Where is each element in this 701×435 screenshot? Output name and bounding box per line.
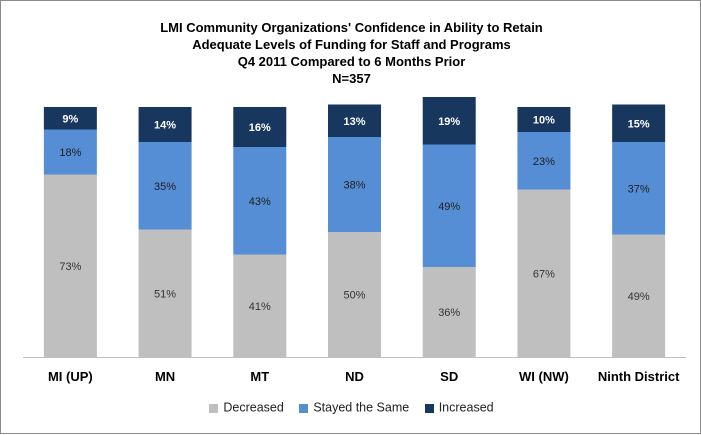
- data-label: 19%: [438, 116, 460, 128]
- bar-segment-decreased: [422, 267, 476, 357]
- chart-title-line: N=357: [332, 71, 371, 86]
- bar-segment-increased: [612, 104, 666, 142]
- data-label: 16%: [249, 122, 271, 134]
- data-label: 15%: [628, 118, 650, 130]
- legend-label: Decreased: [223, 401, 284, 416]
- data-label: 43%: [249, 196, 271, 208]
- bar-segment-increased: [328, 104, 381, 137]
- bar-segment-increased: [233, 107, 287, 147]
- chart-title: LMI Community Organizations' Confidence …: [1, 19, 701, 87]
- bar-segment-decreased: [138, 229, 192, 357]
- bar-segment-decreased: [43, 174, 97, 357]
- data-label: 49%: [438, 201, 460, 213]
- bar-segment-stayed-the-same: [138, 142, 192, 230]
- legend-swatch: [299, 403, 309, 413]
- data-label: 73%: [59, 261, 81, 273]
- bar-segment-stayed-the-same: [233, 147, 287, 255]
- bar-segment-decreased: [233, 254, 287, 357]
- bar-segment-stayed-the-same: [517, 132, 571, 190]
- data-label: 23%: [533, 156, 555, 168]
- chart-title-line: Adequate Levels of Funding for Staff and…: [192, 37, 511, 52]
- data-label: 14%: [154, 120, 176, 132]
- bar-segment-stayed-the-same: [328, 137, 381, 232]
- x-tick-label: Ninth District: [598, 369, 680, 384]
- data-label: 67%: [533, 268, 555, 280]
- data-label: 38%: [343, 180, 365, 192]
- data-label: 9%: [62, 113, 78, 125]
- bar-segment-increased: [43, 107, 97, 130]
- bar-segment-increased: [517, 107, 571, 132]
- x-tick-label: MI (UP): [48, 369, 93, 384]
- data-label: 37%: [628, 183, 650, 195]
- bar-segment-stayed-the-same: [612, 142, 666, 235]
- data-label: 10%: [533, 115, 555, 127]
- x-tick-label: WI (NW): [519, 369, 569, 384]
- legend-label: Increased: [438, 401, 494, 416]
- bar-segment-decreased: [612, 234, 666, 357]
- x-tick-label: SD: [440, 369, 458, 384]
- bar-segment-stayed-the-same: [422, 144, 476, 267]
- data-label: 50%: [343, 290, 365, 302]
- bar-segment-stayed-the-same: [43, 129, 97, 175]
- legend-swatch: [424, 403, 434, 413]
- data-label: 41%: [249, 301, 271, 313]
- legend-label: Stayed the Same: [313, 401, 410, 416]
- bar-segment-decreased: [328, 232, 381, 357]
- data-label: 13%: [343, 116, 365, 128]
- chart-legend: Decreased Stayed the Same Increased: [1, 400, 701, 415]
- chart-title-line: LMI Community Organizations' Confidence …: [160, 20, 543, 35]
- legend-swatch: [209, 403, 219, 413]
- data-label: 51%: [154, 288, 176, 300]
- data-label: 18%: [59, 147, 81, 159]
- data-label: 35%: [154, 181, 176, 193]
- x-tick-label: MT: [250, 369, 269, 384]
- bar-segment-increased: [422, 97, 476, 145]
- bar-segment-decreased: [517, 189, 571, 357]
- data-label: 36%: [438, 307, 460, 319]
- legend-item-decreased: Decreased: [209, 400, 284, 416]
- x-tick-label: MN: [155, 369, 175, 384]
- bar-segment-increased: [138, 107, 192, 142]
- chart-title-line: Q4 2011 Compared to 6 Months Prior: [237, 54, 466, 69]
- x-tick-label: ND: [345, 369, 364, 384]
- legend-item-stayed-the-same: Stayed the Same: [299, 400, 409, 415]
- data-label: 49%: [628, 291, 650, 303]
- legend-item-increased: Increased: [424, 400, 494, 416]
